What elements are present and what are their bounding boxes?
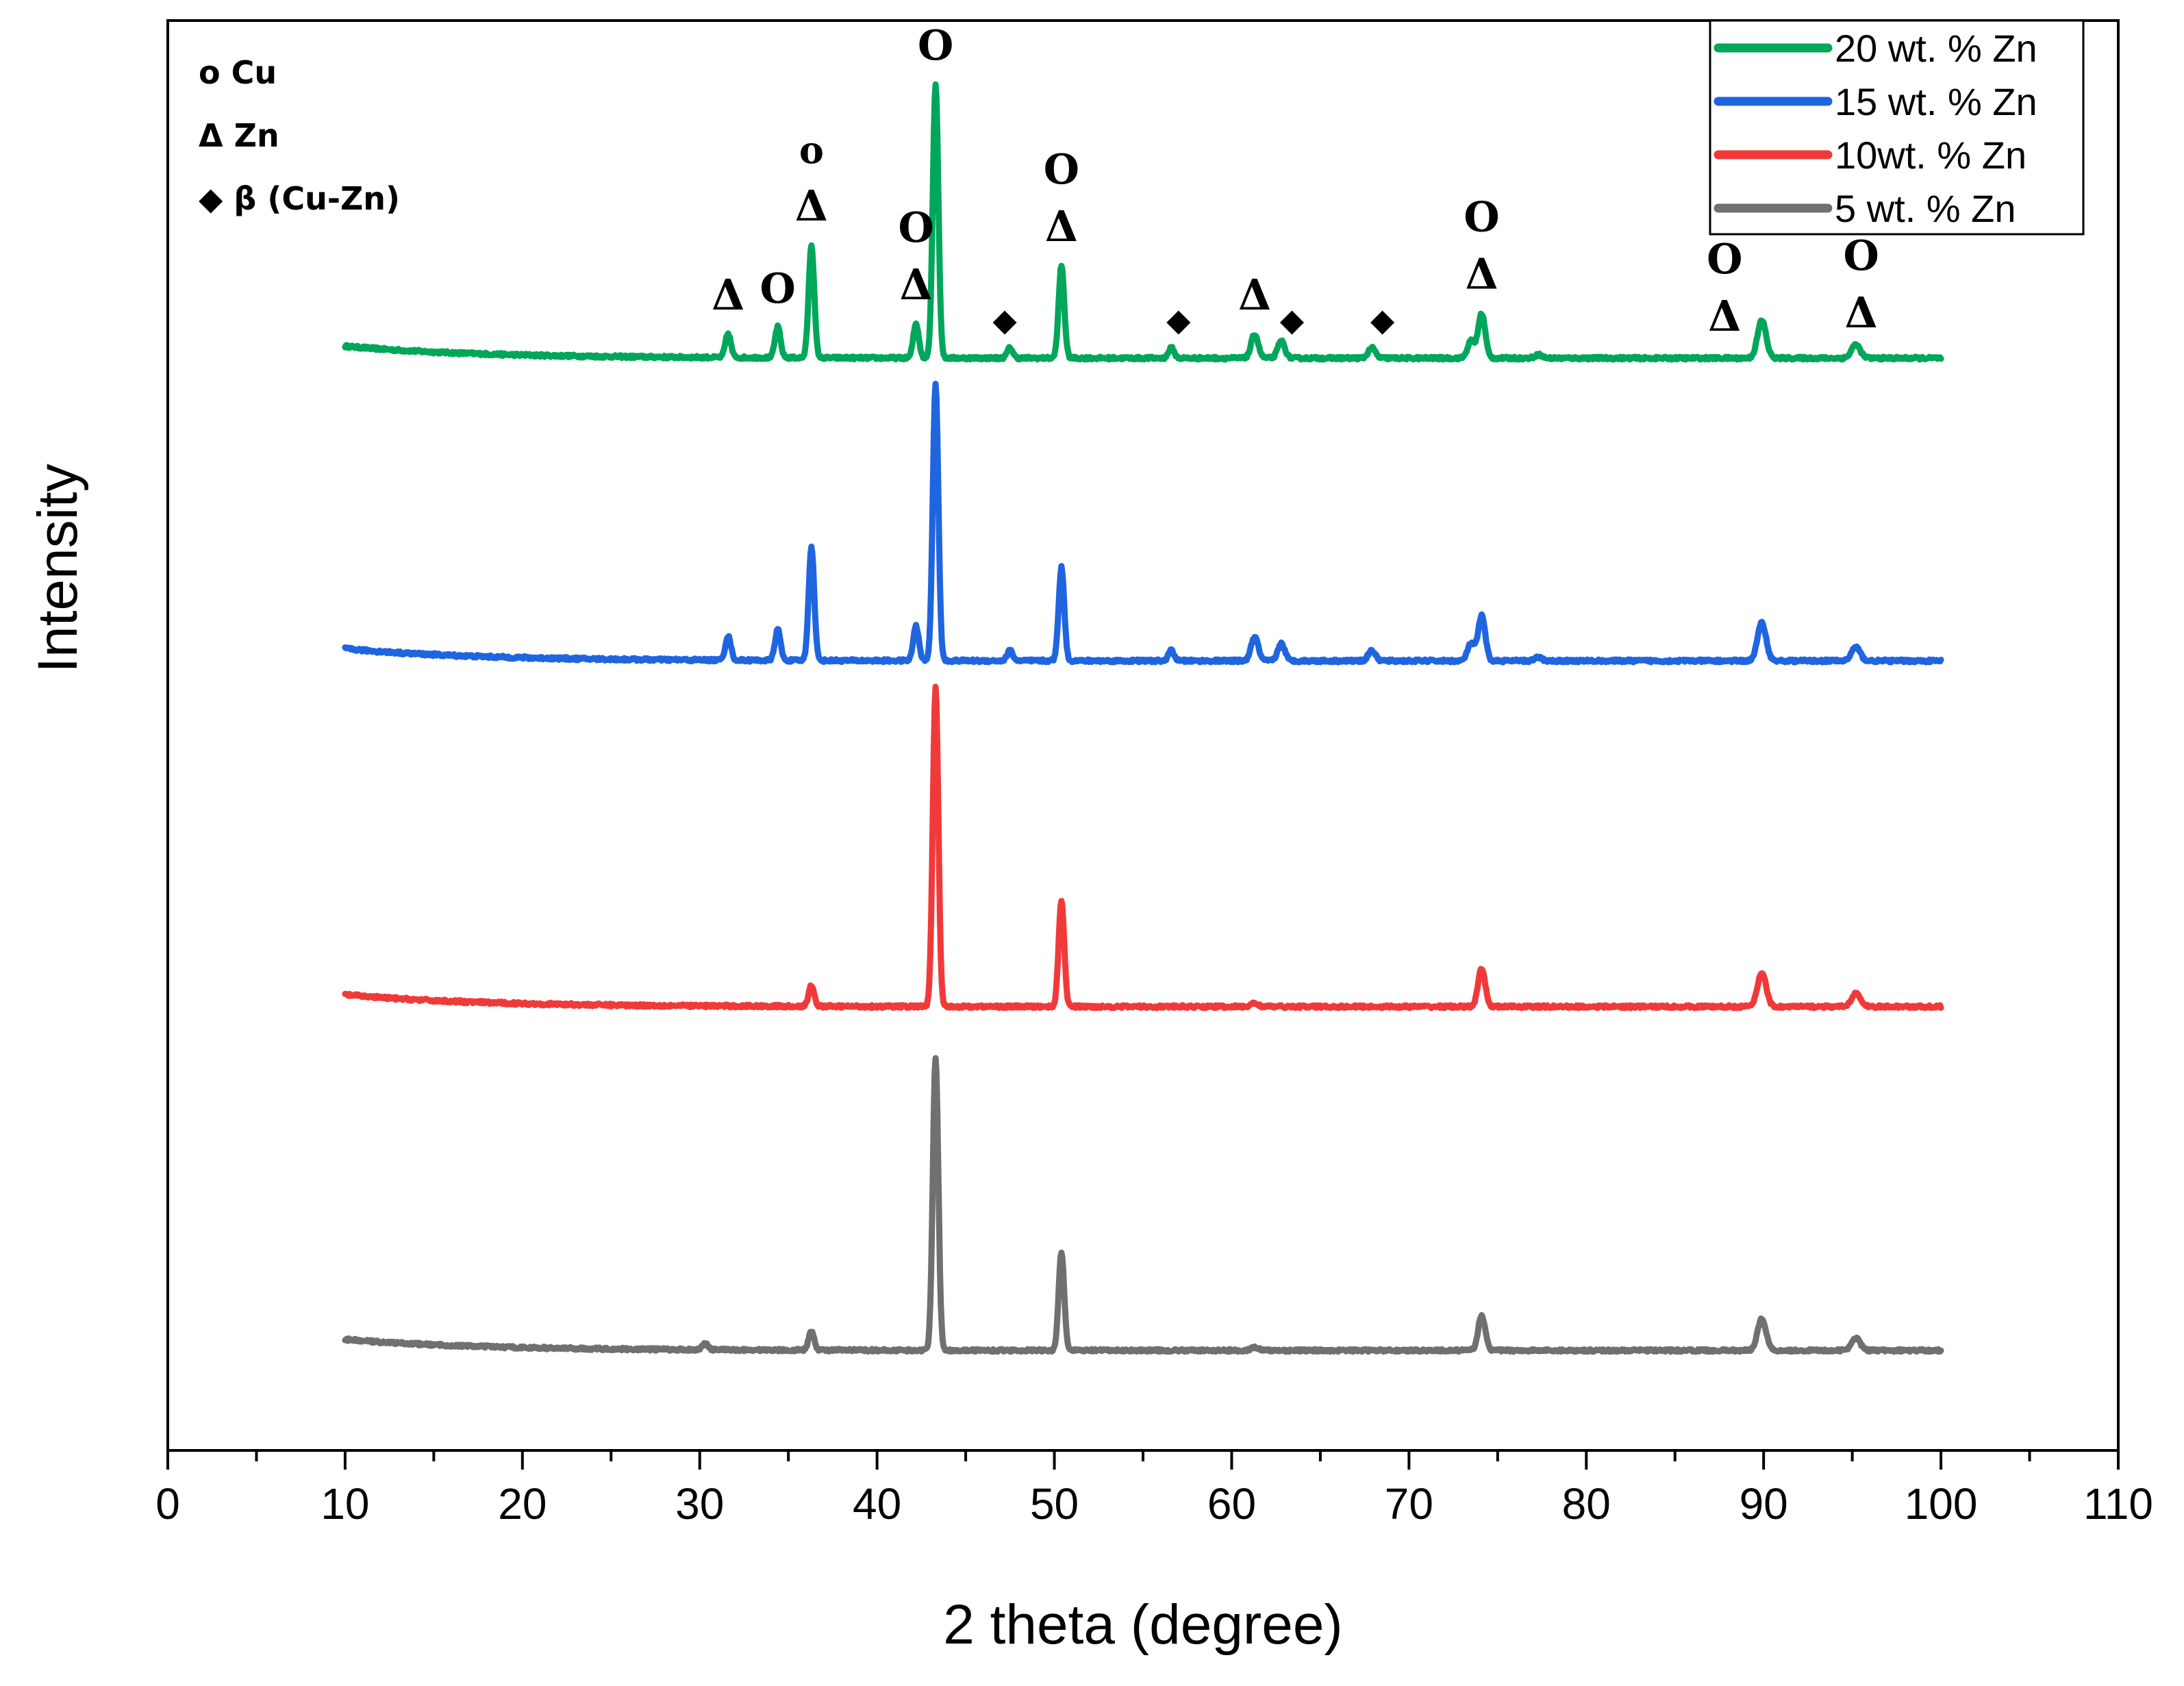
phase-key-item: o Cu: [199, 54, 277, 91]
x-axis-title: 2 theta (degree): [943, 1594, 1343, 1656]
x-tick-label: 30: [675, 1479, 724, 1528]
y-axis-title: Intensity: [27, 464, 89, 672]
legend-label: 5 wt. % Zn: [1835, 187, 2016, 230]
x-tick-label: 10: [321, 1479, 369, 1528]
legend-label: 15 wt. % Zn: [1835, 80, 2037, 123]
x-tick-label: 70: [1385, 1479, 1433, 1528]
x-tick-label: 90: [1740, 1479, 1788, 1528]
zn-marker: Δ: [900, 260, 933, 310]
cu-marker: O: [1044, 146, 1079, 194]
x-tick-label: 80: [1562, 1479, 1611, 1528]
cu-marker: O: [1843, 232, 1879, 280]
beta-marker: ◆: [1370, 301, 1395, 338]
legend-label: 10wt. % Zn: [1835, 134, 2026, 177]
cu-marker: O: [1464, 194, 1499, 242]
series-layer: [342, 81, 1944, 1355]
zn-marker: Δ: [1465, 249, 1498, 299]
legend-box: [1709, 19, 2085, 236]
series-line-3: [342, 1055, 1944, 1355]
series-line-1: [342, 381, 1944, 666]
cu-marker: O: [760, 265, 796, 313]
phase-key: o Cu Δ Zn ◆ β (Cu-Zn): [199, 54, 400, 217]
beta-marker: ◆: [1280, 301, 1305, 338]
zn-marker: Δ: [1708, 291, 1741, 341]
zn-marker: Δ: [712, 270, 744, 320]
beta-marker: ◆: [992, 301, 1017, 338]
cu-marker: O: [898, 204, 933, 252]
x-tick-label: 100: [1905, 1479, 1978, 1528]
x-tick-label: 40: [853, 1479, 901, 1528]
phase-key-item: ◆ β (Cu-Zn): [199, 180, 400, 217]
x-tick-label: 20: [498, 1479, 547, 1528]
series-line-2: [342, 683, 1944, 1011]
x-axis: 0 10 20 30 40 50 60 70 80 90 100 110: [155, 1450, 2153, 1528]
legend: 20 wt. % Zn 15 wt. % Zn 10wt. % Zn 5 wt. % …: [1709, 19, 2085, 236]
x-tick-label: 60: [1207, 1479, 1256, 1528]
x-tick-label: 110: [2083, 1479, 2153, 1528]
zn-marker: Δ: [795, 181, 828, 231]
phase-key-item: Δ Zn: [199, 117, 279, 154]
zn-marker: Δ: [1045, 201, 1078, 251]
zn-marker: Δ: [1845, 288, 1878, 338]
x-tick-label: 50: [1030, 1479, 1079, 1528]
beta-marker: ◆: [1166, 301, 1191, 338]
cu-marker: O: [1707, 236, 1742, 284]
zn-marker: Δ: [1238, 270, 1271, 320]
legend-label: 20 wt. % Zn: [1835, 27, 2037, 70]
cu-marker: o: [799, 128, 824, 172]
x-tick-label: 0: [155, 1479, 180, 1528]
series-line-0: [342, 81, 1944, 363]
cu-marker: O: [918, 22, 953, 70]
